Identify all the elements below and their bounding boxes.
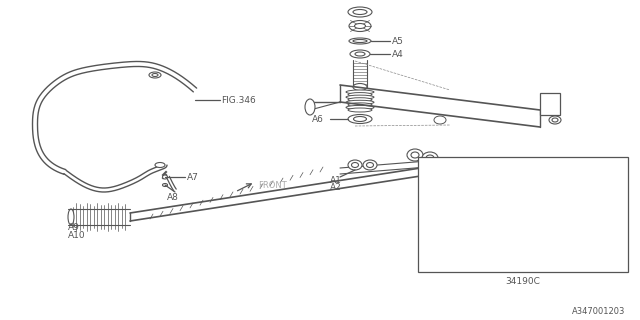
- Ellipse shape: [458, 244, 467, 257]
- Text: A1: A1: [431, 167, 442, 177]
- Text: A6: A6: [312, 115, 324, 124]
- Ellipse shape: [532, 246, 544, 253]
- Text: A347001203: A347001203: [572, 308, 625, 316]
- Ellipse shape: [152, 74, 158, 76]
- Text: A10: A10: [68, 230, 86, 239]
- Ellipse shape: [510, 184, 522, 200]
- Ellipse shape: [433, 188, 439, 196]
- Text: A6: A6: [464, 220, 475, 229]
- Text: A10: A10: [426, 251, 441, 260]
- Ellipse shape: [470, 184, 482, 200]
- Ellipse shape: [434, 116, 446, 124]
- Ellipse shape: [350, 50, 370, 58]
- Ellipse shape: [411, 152, 419, 158]
- Ellipse shape: [473, 188, 479, 196]
- Ellipse shape: [351, 163, 358, 167]
- Ellipse shape: [348, 103, 372, 107]
- Ellipse shape: [534, 248, 541, 252]
- Text: A9: A9: [68, 223, 80, 233]
- Text: A2: A2: [470, 167, 481, 177]
- Text: A9: A9: [426, 241, 436, 250]
- Ellipse shape: [435, 222, 445, 228]
- Text: FIG.346: FIG.346: [221, 95, 256, 105]
- Text: A2: A2: [330, 182, 342, 191]
- Ellipse shape: [346, 105, 374, 109]
- Ellipse shape: [149, 72, 161, 78]
- Ellipse shape: [349, 38, 371, 44]
- Text: A3: A3: [511, 167, 522, 177]
- Ellipse shape: [346, 100, 374, 104]
- Ellipse shape: [363, 160, 377, 170]
- Ellipse shape: [348, 98, 372, 102]
- Ellipse shape: [593, 187, 598, 197]
- Text: A3: A3: [462, 161, 474, 170]
- Ellipse shape: [532, 221, 544, 228]
- Text: A4: A4: [392, 50, 404, 59]
- Ellipse shape: [355, 23, 365, 28]
- Ellipse shape: [426, 155, 434, 161]
- Ellipse shape: [348, 7, 372, 17]
- Ellipse shape: [353, 84, 367, 91]
- Ellipse shape: [513, 188, 519, 196]
- Ellipse shape: [355, 52, 365, 56]
- Ellipse shape: [346, 95, 374, 99]
- Bar: [540, 93, 560, 115]
- Ellipse shape: [534, 223, 541, 227]
- Ellipse shape: [353, 10, 367, 14]
- Text: FRONT: FRONT: [258, 180, 287, 189]
- Ellipse shape: [348, 108, 372, 112]
- Ellipse shape: [431, 220, 449, 230]
- Ellipse shape: [348, 160, 362, 170]
- Ellipse shape: [348, 115, 372, 124]
- Text: A4: A4: [550, 167, 561, 177]
- Ellipse shape: [407, 149, 423, 161]
- Ellipse shape: [163, 175, 168, 179]
- Ellipse shape: [353, 39, 367, 43]
- Text: A7: A7: [187, 172, 199, 181]
- Ellipse shape: [470, 184, 482, 200]
- Ellipse shape: [348, 92, 372, 97]
- Ellipse shape: [430, 184, 442, 200]
- Ellipse shape: [353, 116, 367, 122]
- Ellipse shape: [552, 118, 558, 122]
- Ellipse shape: [367, 163, 374, 167]
- Bar: [418, 157, 628, 272]
- Ellipse shape: [163, 183, 168, 187]
- Ellipse shape: [422, 152, 438, 164]
- Text: 34190C: 34190C: [506, 277, 540, 286]
- Text: A7: A7: [560, 220, 571, 229]
- Text: A1: A1: [330, 175, 342, 185]
- Ellipse shape: [554, 188, 559, 196]
- Text: A5: A5: [591, 167, 602, 177]
- Ellipse shape: [155, 163, 165, 167]
- Ellipse shape: [305, 99, 315, 115]
- Ellipse shape: [549, 116, 561, 124]
- Text: A8: A8: [560, 245, 571, 254]
- Ellipse shape: [346, 90, 374, 94]
- Text: A5: A5: [392, 36, 404, 45]
- Ellipse shape: [455, 239, 471, 261]
- Ellipse shape: [551, 185, 561, 199]
- Ellipse shape: [68, 209, 74, 225]
- Ellipse shape: [349, 20, 371, 31]
- Text: A8: A8: [167, 194, 179, 203]
- Ellipse shape: [591, 184, 601, 200]
